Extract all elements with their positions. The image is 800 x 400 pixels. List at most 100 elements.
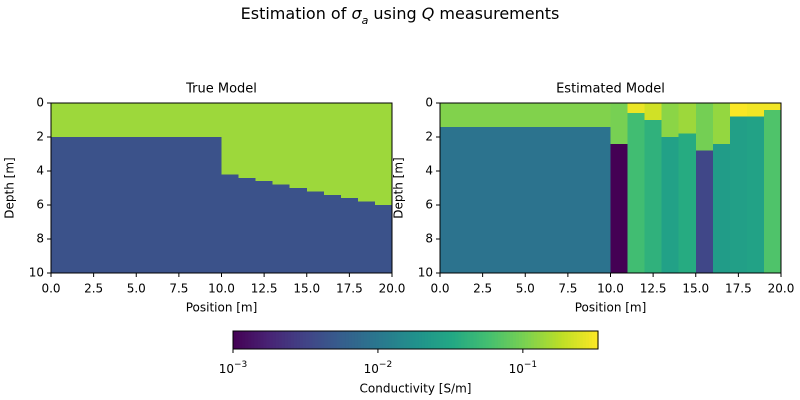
panel-title: True Model — [185, 82, 257, 97]
colorbar-swatch — [257, 331, 261, 349]
colorbar-swatch — [546, 331, 550, 349]
cell — [357, 201, 376, 274]
colorbar-swatch — [573, 331, 578, 349]
y-tick-label: 4 — [36, 164, 44, 178]
x-tick-label: 15.0 — [293, 282, 320, 296]
x-tick-label: 2.5 — [473, 282, 492, 296]
colorbar-swatch — [278, 331, 283, 349]
cell — [51, 137, 222, 274]
colorbar-swatch — [500, 331, 505, 349]
y-tick-label: 2 — [425, 130, 433, 144]
title-part: Q — [422, 4, 435, 23]
colorbar-swatch — [315, 331, 319, 349]
x-tick-label: 17.5 — [725, 282, 752, 296]
colorbar-swatch — [248, 331, 252, 349]
colorbar-swatch — [333, 331, 338, 349]
x-tick-label: 12.5 — [640, 282, 667, 296]
cell — [255, 103, 274, 182]
colorbar-swatch — [284, 331, 289, 349]
y-tick-label: 6 — [36, 198, 44, 212]
colorbar-swatch — [318, 331, 322, 349]
colorbar-swatch — [287, 331, 292, 349]
colorbar-swatch — [290, 331, 295, 349]
chart-title: Estimation of σa using Q measurements — [241, 4, 560, 27]
x-tick-label: 20.0 — [768, 282, 795, 296]
cell — [440, 103, 611, 128]
colorbar-swatch — [330, 331, 334, 349]
colorbar-swatch — [379, 331, 383, 349]
colorbar-swatch — [363, 331, 368, 349]
cell — [255, 181, 274, 274]
colorbar-swatch — [497, 331, 502, 349]
y-tick-label: 0 — [425, 96, 433, 110]
colorbar-swatch — [372, 331, 377, 349]
colorbar-swatch — [251, 331, 255, 349]
colorbar-swatch — [458, 331, 462, 349]
cell — [763, 109, 782, 274]
colorbar-swatch — [473, 331, 477, 349]
x-tick-label: 15.0 — [682, 282, 709, 296]
y-tick-label: 4 — [425, 164, 433, 178]
colorbar-swatch — [442, 331, 447, 349]
x-tick-label: 7.5 — [558, 282, 577, 296]
cell — [374, 103, 393, 206]
colorbar-swatch — [397, 331, 401, 349]
cell — [678, 133, 697, 274]
colorbar-tick-label: 10−2 — [364, 360, 393, 376]
colorbar-swatch — [439, 331, 444, 349]
cell — [340, 103, 359, 199]
x-tick-label: 5.0 — [516, 282, 535, 296]
cell — [306, 103, 325, 192]
cell — [272, 103, 291, 186]
title-part: a — [362, 14, 369, 27]
colorbar-swatch — [470, 331, 474, 349]
colorbar-swatch — [585, 331, 590, 349]
cell — [712, 103, 731, 145]
y-tick-label: 2 — [36, 130, 44, 144]
colorbar-swatch — [582, 331, 587, 349]
colorbar-swatch — [570, 331, 575, 349]
colorbar-swatch — [567, 331, 572, 349]
colorbar-swatch — [591, 331, 596, 349]
colorbar-swatch — [525, 331, 529, 349]
colorbar-swatch — [375, 331, 380, 349]
colorbar-swatch — [336, 331, 341, 349]
y-tick-label: 8 — [36, 232, 44, 246]
colorbar-swatch — [324, 331, 328, 349]
colorbar-swatch — [239, 331, 243, 349]
cell — [238, 103, 257, 179]
colorbar-swatch — [385, 331, 389, 349]
cell — [610, 103, 629, 145]
colorbar-swatch — [436, 331, 441, 349]
colorbar-swatch — [427, 331, 432, 349]
colorbar-swatch — [534, 331, 538, 349]
colorbar-tick-base: 10 — [219, 362, 234, 376]
colorbar-swatch — [561, 331, 566, 349]
colorbar-swatch — [433, 331, 438, 349]
cell — [729, 116, 748, 274]
y-tick-label: 10 — [418, 266, 433, 280]
y-axis-label: Depth [m] — [3, 157, 17, 218]
colorbar-swatch — [354, 331, 359, 349]
title-part: σ — [351, 4, 362, 23]
colorbar-swatch — [415, 331, 420, 349]
colorbar-swatch — [558, 331, 563, 349]
colorbar-swatch — [400, 331, 404, 349]
colorbar-swatch — [476, 331, 480, 349]
colorbar-swatch — [306, 331, 310, 349]
x-tick-label: 5.0 — [127, 282, 146, 296]
x-tick-label: 20.0 — [379, 282, 406, 296]
cell — [695, 103, 714, 152]
colorbar-swatch — [488, 331, 493, 349]
colorbar-swatch — [594, 331, 599, 349]
cell — [661, 103, 680, 138]
y-axis-label: Depth [m] — [392, 157, 406, 218]
colorbar-swatch — [342, 331, 347, 349]
x-tick-label: 10.0 — [597, 282, 624, 296]
colorbar-swatch — [564, 331, 569, 349]
x-axis-label: Position [m] — [575, 301, 647, 315]
colorbar-swatch — [302, 331, 307, 349]
colorbar-swatch — [296, 331, 301, 349]
y-tick-label: 8 — [425, 232, 433, 246]
cell — [340, 198, 359, 274]
